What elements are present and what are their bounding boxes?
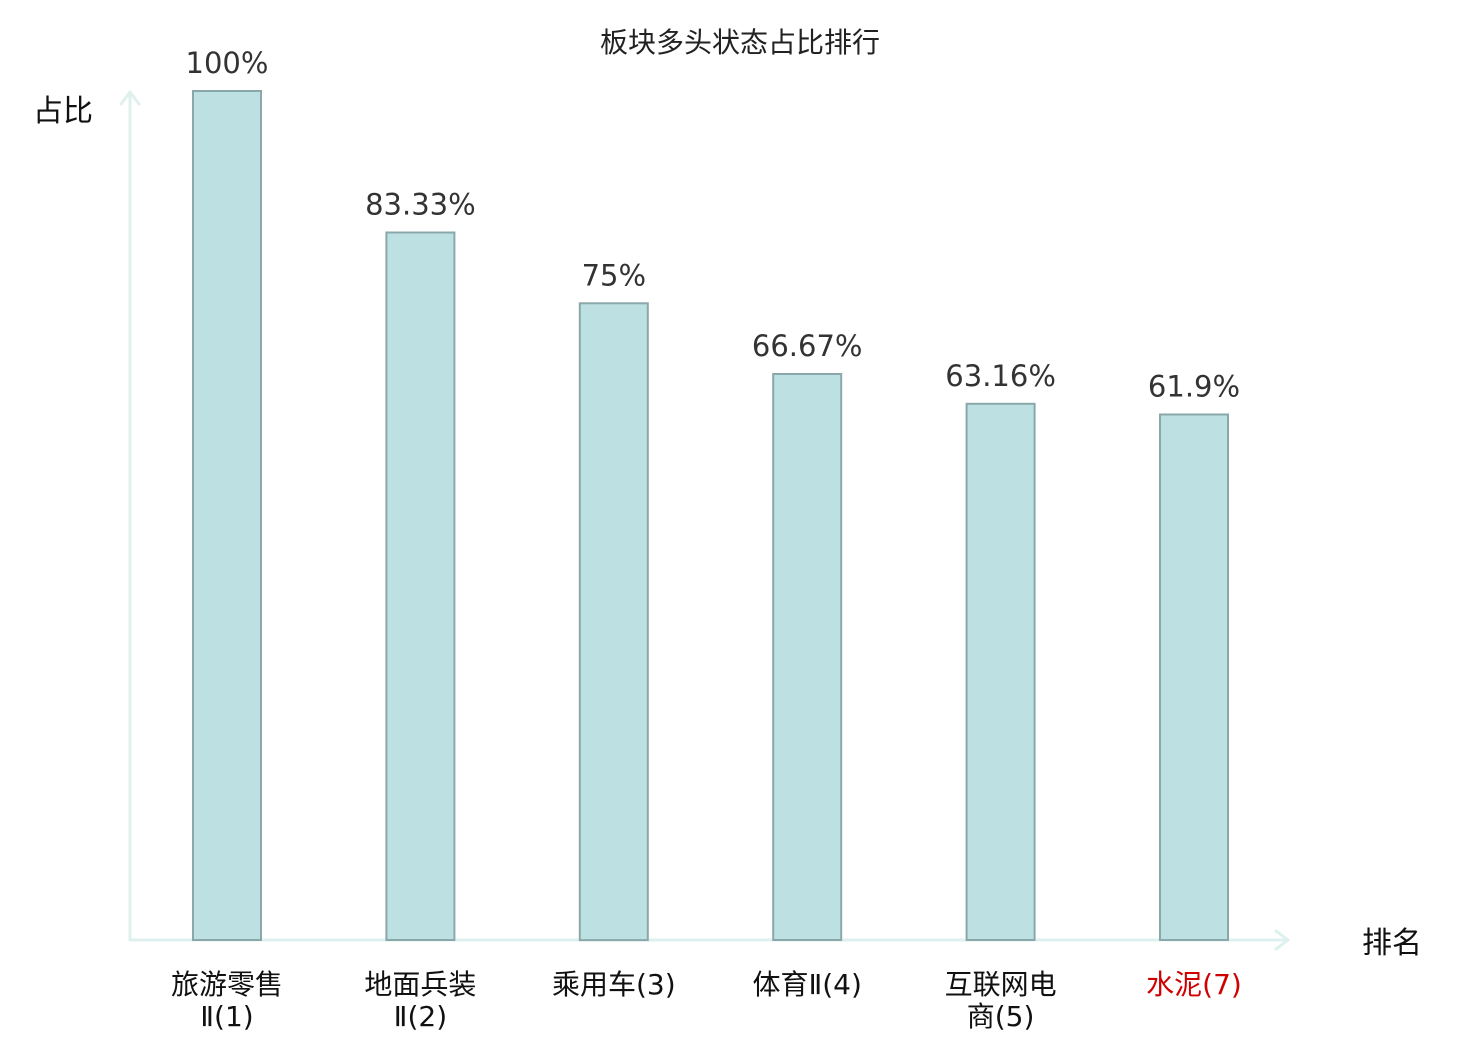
- category-label: 互联网电商(5): [945, 968, 1057, 1033]
- y-axis-arrow: [119, 90, 141, 106]
- bar: [578, 302, 649, 942]
- data-label: 75%: [582, 258, 646, 292]
- axes: [119, 90, 1290, 951]
- category-labels-group: 旅游零售 Ⅱ(1) 地面兵装 Ⅱ(2) 乘用车(3) 体育Ⅱ(4) 互联网电商(5) 水泥(7…: [171, 968, 1242, 1033]
- data-label: 100%: [186, 46, 269, 80]
- category-label: 乘用车(3): [552, 968, 676, 1001]
- category-label: 水泥(7): [1146, 968, 1242, 1001]
- data-label: 63.16%: [945, 359, 1056, 393]
- bar: [772, 373, 843, 941]
- bar: [1159, 413, 1229, 941]
- data-label: 83.33%: [365, 188, 476, 222]
- x-axis-arrow: [1274, 929, 1290, 951]
- bar: [385, 231, 456, 941]
- data-label: 66.67%: [752, 329, 863, 363]
- bar: [965, 402, 1036, 941]
- category-label: 体育Ⅱ(4): [752, 968, 861, 1001]
- data-labels-group: 100% 83.33% 75% 66.67% 63.16% 61.9%: [186, 46, 1241, 404]
- data-label: 61.9%: [1148, 370, 1240, 404]
- category-label: 旅游零售 Ⅱ(1): [171, 968, 283, 1033]
- bars-group: [192, 90, 1229, 942]
- chart-title: 板块多头状态占比排行: [600, 26, 880, 59]
- bar: [192, 90, 262, 941]
- category-label: 地面兵装 Ⅱ(2): [364, 968, 476, 1033]
- x-axis-label: 排名: [1362, 926, 1422, 961]
- y-axis-label: 占比: [33, 94, 93, 129]
